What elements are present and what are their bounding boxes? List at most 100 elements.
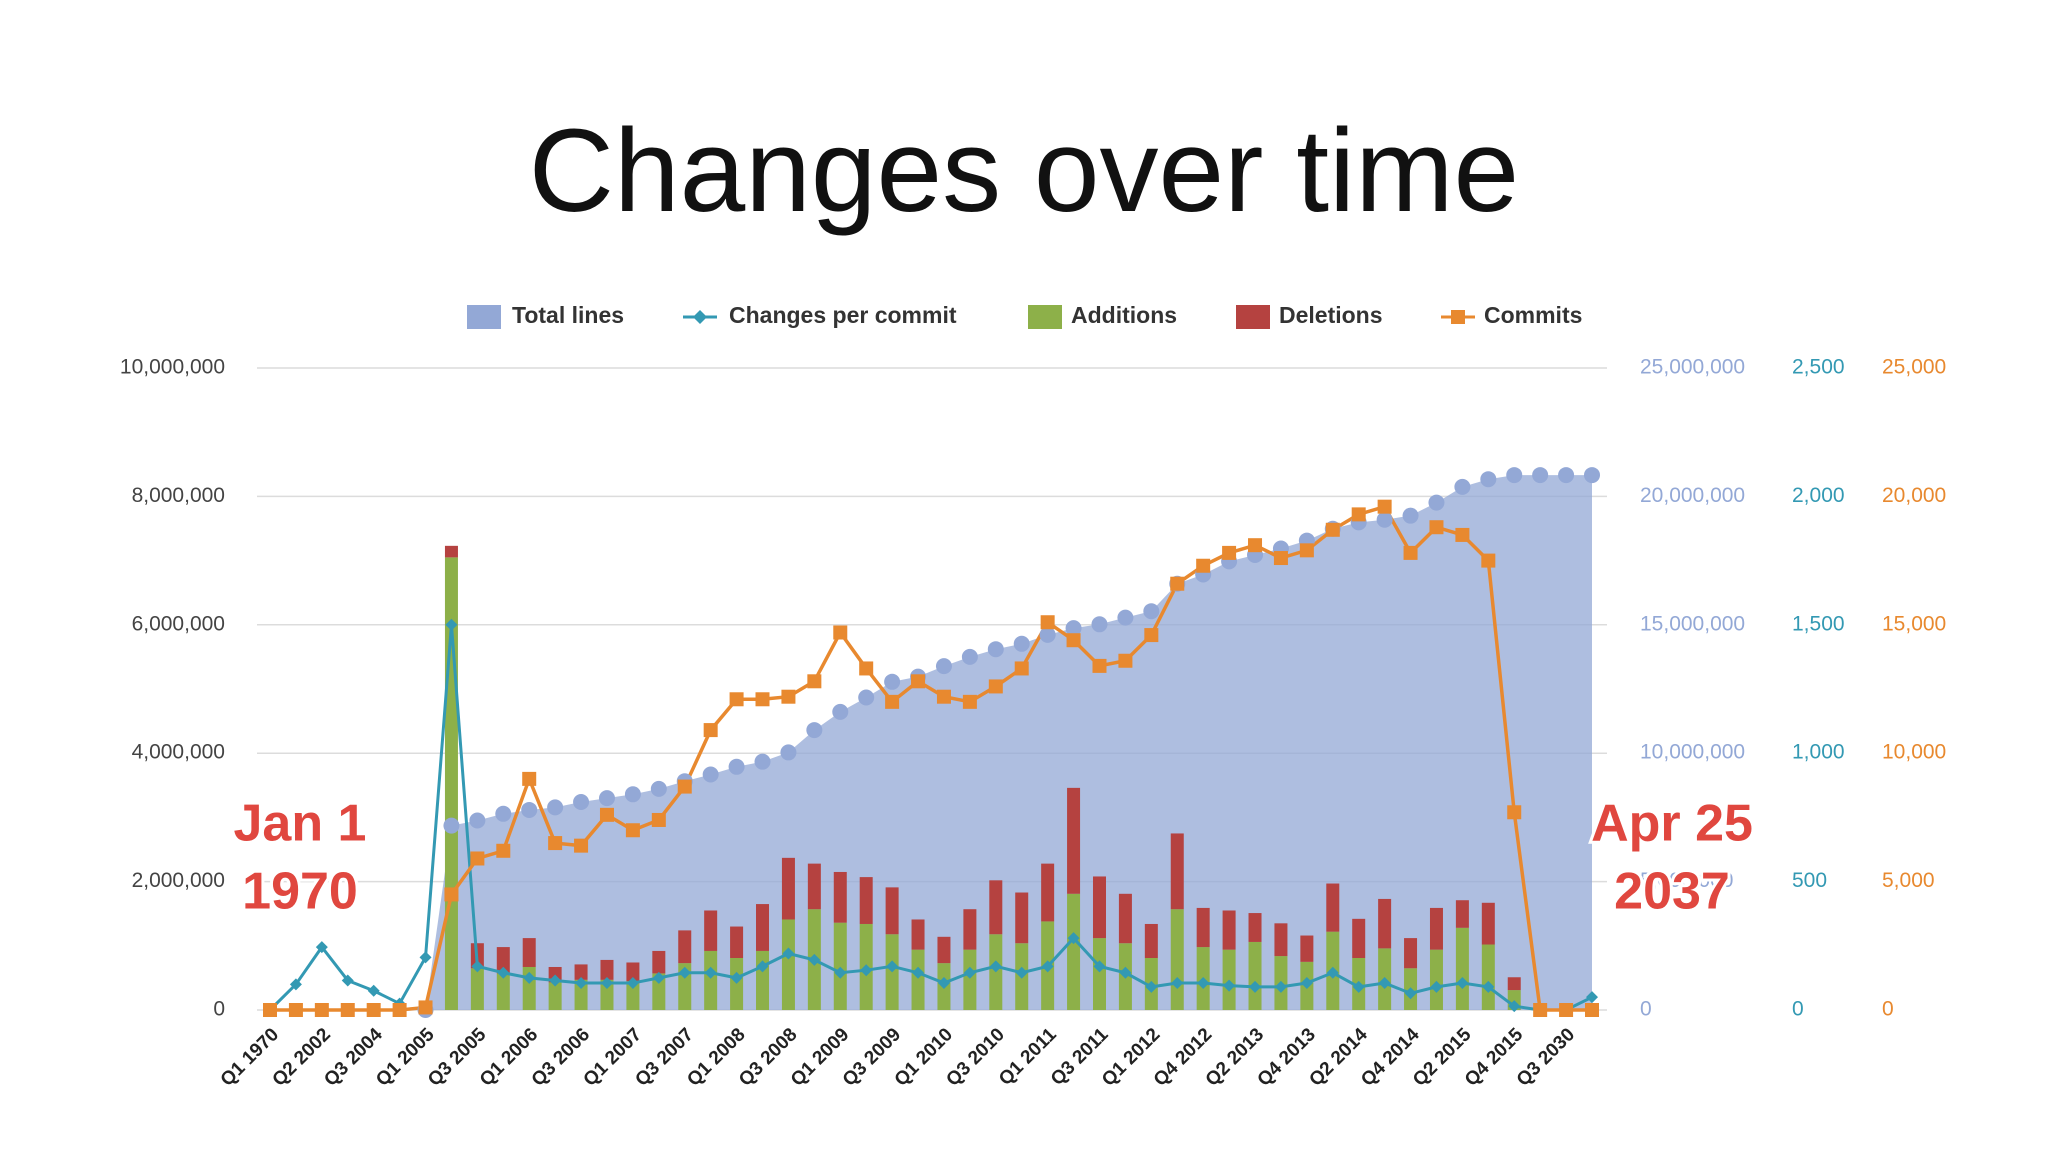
line-point xyxy=(912,966,925,979)
y3-tick-label: 2,000 xyxy=(1792,484,1845,507)
line-point xyxy=(1351,507,1366,522)
bar xyxy=(574,979,588,1010)
line-point xyxy=(1481,553,1496,568)
line-point xyxy=(1092,658,1107,673)
bar xyxy=(1378,898,1392,949)
line-point xyxy=(1066,633,1081,648)
bar xyxy=(1352,918,1366,958)
area xyxy=(425,475,1592,1011)
legend-label: Changes per commit xyxy=(729,302,957,328)
bar xyxy=(626,981,640,1010)
area-point xyxy=(573,793,590,810)
bar xyxy=(1015,892,1029,944)
area-point xyxy=(806,722,823,739)
bar xyxy=(1274,923,1288,957)
line-point xyxy=(1093,960,1106,973)
line-point xyxy=(1170,576,1185,591)
line-point xyxy=(1586,991,1598,1004)
bar xyxy=(1248,913,1262,942)
bar xyxy=(1041,863,1055,922)
y-tick-label: 2,000,000 xyxy=(132,869,225,892)
y2-tick-label: 5,000,000 xyxy=(1640,869,1733,892)
legend-label: Commits xyxy=(1484,302,1582,328)
y-tick-label: 8,000,000 xyxy=(132,484,225,507)
line-point xyxy=(549,974,562,987)
line-point xyxy=(886,960,899,973)
bar xyxy=(1429,949,1443,1010)
area-point xyxy=(1091,616,1108,633)
y2-tick-label: 20,000,000 xyxy=(1640,484,1745,507)
area-point xyxy=(754,753,771,770)
line-point xyxy=(911,674,926,689)
line-point xyxy=(1222,545,1237,560)
line-point xyxy=(1040,615,1055,630)
chart-title: Changes over time xyxy=(529,105,1519,237)
line-point xyxy=(1430,980,1443,993)
line-point xyxy=(1299,543,1314,558)
line-point xyxy=(600,977,613,990)
line-point xyxy=(1196,558,1211,573)
line-point xyxy=(1041,960,1054,973)
line-point xyxy=(419,951,432,964)
line-point xyxy=(937,977,950,990)
area-point xyxy=(1480,471,1497,488)
line-point xyxy=(833,625,848,640)
bar xyxy=(470,968,484,1010)
y2-tick-label: 0 xyxy=(1640,998,1652,1021)
area-point xyxy=(780,744,797,761)
bar xyxy=(1481,902,1495,945)
line-point xyxy=(1274,980,1287,993)
line-point xyxy=(860,964,873,977)
bar xyxy=(1429,907,1443,950)
line-point xyxy=(1015,966,1028,979)
bar xyxy=(911,949,925,1010)
line-point xyxy=(1508,1000,1521,1013)
area-point xyxy=(961,648,978,665)
bar xyxy=(1144,923,1158,958)
line-point xyxy=(522,771,537,786)
bar xyxy=(704,950,718,1010)
line-point xyxy=(497,966,510,979)
bar xyxy=(1507,977,1521,991)
bar xyxy=(444,545,458,558)
line-point xyxy=(1326,966,1339,979)
bar xyxy=(496,947,510,974)
line-point xyxy=(1145,980,1158,993)
y-tick-label: 6,000,000 xyxy=(132,612,225,635)
line-point xyxy=(575,977,588,990)
legend-marker xyxy=(693,310,707,324)
area-point xyxy=(702,766,719,783)
line-point xyxy=(1404,987,1417,1000)
bar xyxy=(1248,941,1262,1010)
line-point xyxy=(807,674,822,689)
line xyxy=(268,624,1593,1012)
annotation: 1970 xyxy=(242,863,358,921)
bar xyxy=(1067,787,1081,894)
bar xyxy=(1118,893,1132,944)
area-point xyxy=(1584,467,1600,484)
y4-tick-label: 5,000 xyxy=(1882,869,1935,892)
line-point xyxy=(1507,805,1522,820)
area-point xyxy=(1143,603,1160,620)
legend-label: Additions xyxy=(1071,302,1177,328)
annotation: Jan 1 xyxy=(234,795,367,853)
y2-tick-label: 10,000,000 xyxy=(1640,741,1745,764)
line-point xyxy=(340,1003,355,1017)
bar xyxy=(600,959,614,980)
line-point xyxy=(1144,628,1159,643)
area-point xyxy=(1065,620,1082,637)
line-point xyxy=(651,812,666,827)
legend-swatch xyxy=(1028,305,1062,329)
area-point xyxy=(1402,507,1419,524)
y3-tick-label: 500 xyxy=(1792,869,1827,892)
line-point xyxy=(988,679,1003,694)
y-tick-label: 0 xyxy=(213,998,225,1021)
x-tick-label: Q3 2030 xyxy=(1513,1024,1579,1090)
line-point xyxy=(782,947,795,960)
line-point xyxy=(263,1003,277,1017)
bar xyxy=(704,910,718,951)
line-point xyxy=(859,661,874,676)
line-point xyxy=(963,966,976,979)
line-point xyxy=(1273,551,1288,566)
bar xyxy=(522,938,536,967)
